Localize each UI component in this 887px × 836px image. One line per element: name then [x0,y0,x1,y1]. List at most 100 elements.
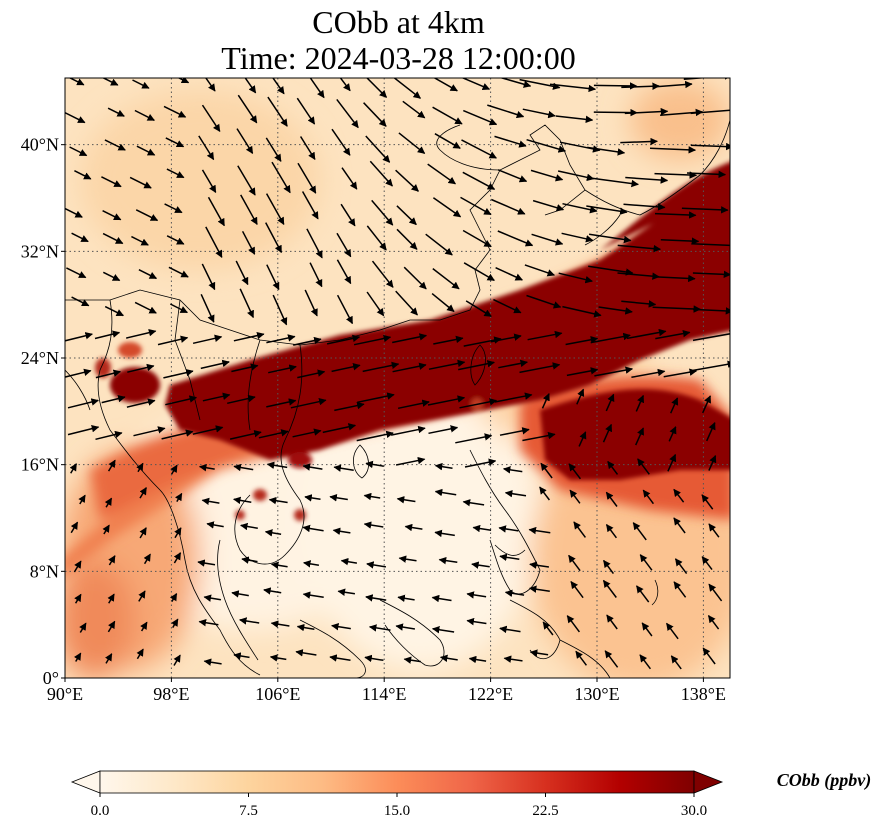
y-tick-label: 8°N [30,561,59,581]
wind-arrow [292,428,322,438]
wind-arrow [241,230,256,255]
wind-arrow [493,298,522,314]
wind-arrow [369,160,393,187]
wind-arrow [362,361,400,373]
wind-arrow [139,527,147,539]
wind-arrow [296,623,315,632]
wind-arrow [397,594,415,603]
wind-arrow [463,109,498,126]
wind-arrow [431,293,455,313]
wind-arrow [357,392,395,404]
wind-arrow [107,620,116,633]
wind-arrow [431,626,455,634]
wind-arrow [136,145,156,156]
wind-arrow [607,460,619,475]
wind-arrow [138,269,158,280]
wind-arrow [173,552,182,564]
wind-arrow [641,622,653,637]
wind-arrow [200,293,215,323]
wind-arrow [598,306,633,315]
wind-arrow [336,98,359,129]
wind-arrow [462,499,485,507]
wind-arrow [632,522,647,541]
wind-arrow [67,424,100,436]
wind-arrow [337,588,356,596]
wind-arrow [233,463,254,472]
wind-arrow [133,426,166,437]
wind-arrow [174,492,183,502]
wind-arrow [428,425,459,435]
wind-arrow [495,267,523,281]
wind-arrow [302,524,324,533]
wind-arrow [366,561,387,569]
wind-arrow [458,360,495,371]
wind-arrow [626,328,667,340]
wind-arrow [642,489,655,505]
wind-arrow [624,107,669,116]
wind-arrow [363,492,381,501]
wind-arrow [434,488,457,497]
map-title: CObb at 4km [312,4,485,40]
wind-arrow [94,330,121,340]
wind-arrow [270,620,290,628]
wind-arrow [702,647,716,665]
wind-arrow [169,592,178,602]
wind-arrow [403,266,427,290]
wind-arrow [395,290,418,316]
wind-arrow [602,559,615,575]
wind-arrow [565,336,599,346]
wind-arrow [660,237,700,245]
wind-arrow [241,556,258,564]
wind-arrow [690,142,730,151]
wind-arrow [65,111,86,124]
wind-arrow [455,433,493,444]
wind-arrow [396,205,417,226]
wind-arrow [165,395,198,406]
wind-arrow [605,523,618,539]
wind-arrow [566,615,581,633]
wind-arrow [594,366,634,377]
wind-arrow [134,109,155,121]
wind-arrow [528,585,550,593]
wind-arrow [527,330,563,341]
wind-arrow [562,202,598,214]
wind-arrow [468,655,487,664]
wind-arrow [663,368,698,378]
wind-arrow [331,363,361,373]
wind-arrow [674,558,688,575]
wind-arrow [201,497,220,506]
wind-arrow [202,392,231,402]
wind-arrow [434,462,453,471]
wind-arrow [653,274,696,283]
wind-arrow [127,363,155,373]
wind-arrow [529,649,549,657]
wind-arrow [69,146,88,157]
wind-arrow [165,137,185,148]
wind-arrow [102,232,124,245]
wind-arrow [166,168,185,179]
latitude-axis: 0° 8°N 16°N 24°N 32°N 40°N [21,135,65,688]
wind-arrow [433,335,464,345]
wind-arrow [702,395,711,414]
wind-arrow [403,656,421,664]
wind-arrow [266,398,297,408]
wind-arrow [432,197,462,218]
wind-arrow [65,208,83,218]
wind-arrow [78,494,86,505]
wind-arrow [332,527,351,535]
wind-arrow [396,228,418,250]
wind-arrow [197,559,216,567]
wind-arrow [398,555,417,563]
gridlines [65,78,730,678]
wind-arrow [528,526,551,535]
wind-arrow [568,554,581,572]
wind-arrow [266,264,280,291]
wind-arrow [198,464,215,472]
wind-arrow [231,363,259,373]
wind-arrow [333,464,354,472]
wind-arrow [157,335,189,346]
wind-arrow [693,307,730,315]
wind-arrow [438,556,458,565]
wind-arrow [266,334,296,344]
wind-arrow [326,334,361,345]
